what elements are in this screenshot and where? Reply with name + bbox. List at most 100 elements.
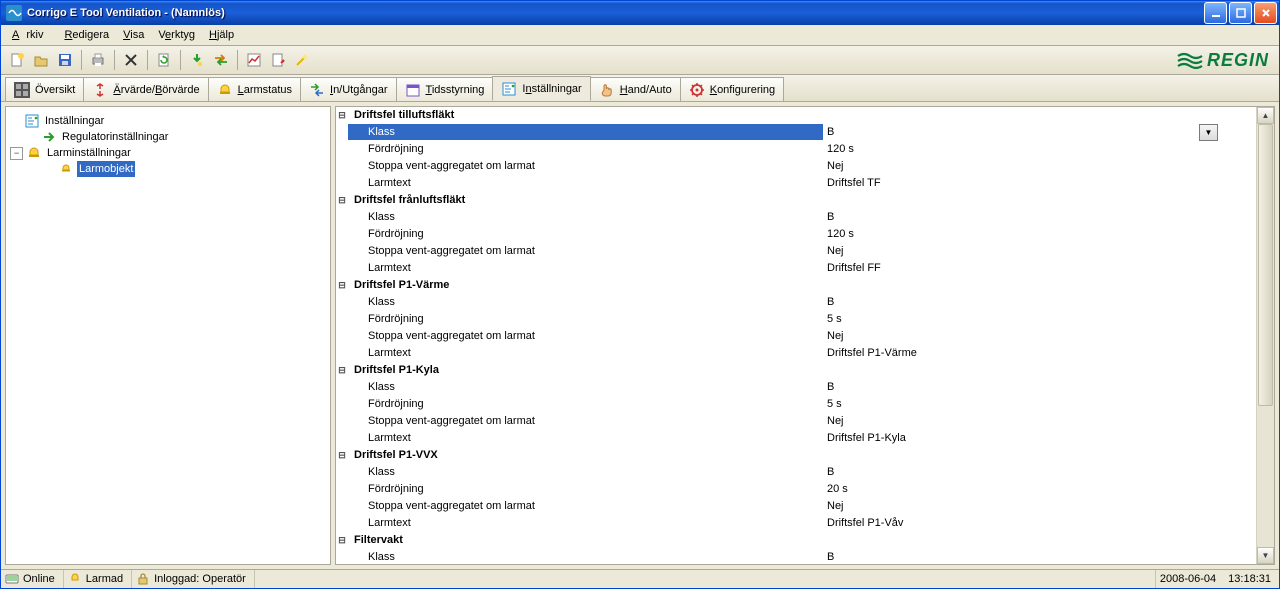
vertical-scrollbar[interactable]: ▲ ▼ — [1256, 107, 1274, 564]
property-value[interactable]: B — [823, 379, 1256, 395]
collapse-icon[interactable]: ⊟ — [336, 277, 348, 293]
property-category[interactable]: ⊟Driftsfel P1-Kyla — [336, 362, 1256, 379]
maximize-button[interactable] — [1229, 2, 1252, 24]
property-value[interactable]: 120 s — [823, 226, 1256, 242]
property-value[interactable]: Nej — [823, 328, 1256, 344]
sync-button[interactable] — [210, 49, 232, 71]
menu-visa[interactable]: Visa — [116, 27, 151, 43]
tab-arborvarde[interactable]: Ärvärde/Börvärde — [83, 77, 208, 101]
wizard-button[interactable] — [291, 49, 313, 71]
delete-button[interactable] — [120, 49, 142, 71]
refresh-button[interactable] — [153, 49, 175, 71]
menu-arkiv[interactable]: Arkiv — [5, 27, 57, 43]
minimize-button[interactable] — [1204, 2, 1227, 24]
collapse-icon[interactable]: ⊟ — [336, 192, 348, 208]
property-value[interactable]: B — [823, 464, 1256, 480]
property-value[interactable]: 120 s — [823, 141, 1256, 157]
download-button[interactable] — [186, 49, 208, 71]
collapse-icon[interactable]: ⊟ — [336, 107, 348, 123]
property-row[interactable]: LarmtextDriftsfel P1-Våv — [336, 515, 1256, 532]
property-value[interactable]: Driftsfel P1-Kyla — [823, 430, 1256, 446]
property-name: Larmtext — [348, 175, 823, 191]
tab-konfigurering[interactable]: Konfigurering — [680, 77, 784, 101]
tab-larmstatus[interactable]: Larmstatus — [208, 77, 301, 101]
property-category[interactable]: ⊟Driftsfel P1-VVX — [336, 447, 1256, 464]
property-row[interactable]: KlassB — [336, 379, 1256, 396]
property-value[interactable]: 20 s — [823, 481, 1256, 497]
tab-tidsstyrning[interactable]: Tidsstyrning — [396, 77, 494, 101]
collapse-icon[interactable]: ⊟ — [336, 532, 348, 548]
arrow-icon — [41, 129, 57, 145]
tree-larminstallningar[interactable]: − Larminställningar — [10, 145, 326, 161]
property-row[interactable]: Fördröjning5 s — [336, 396, 1256, 413]
property-row[interactable]: KlassB — [336, 464, 1256, 481]
scroll-down-button[interactable]: ▼ — [1257, 547, 1274, 564]
menu-hjalp[interactable]: Hjälp — [202, 27, 241, 43]
status-time: 13:18:31 — [1224, 570, 1279, 588]
property-value[interactable]: B — [823, 209, 1256, 225]
property-value[interactable]: B▼ — [823, 124, 1256, 140]
property-row[interactable]: Fördröjning120 s — [336, 226, 1256, 243]
menu-verktyg[interactable]: Verktyg — [151, 27, 202, 43]
property-value[interactable]: Nej — [823, 243, 1256, 259]
tree-root[interactable]: Inställningar — [10, 113, 326, 129]
property-category[interactable]: ⊟Driftsfel P1-Värme — [336, 277, 1256, 294]
save-button[interactable] — [54, 49, 76, 71]
property-value[interactable]: Driftsfel TF — [823, 175, 1256, 191]
collapse-icon[interactable]: ⊟ — [336, 362, 348, 378]
property-category[interactable]: ⊟Driftsfel frånluftsfläkt — [336, 192, 1256, 209]
property-row[interactable]: LarmtextDriftsfel P1-Värme — [336, 345, 1256, 362]
notes-button[interactable] — [267, 49, 289, 71]
property-row[interactable]: LarmtextDriftsfel P1-Kyla — [336, 430, 1256, 447]
tree-regulator[interactable]: Regulatorinställningar — [10, 129, 326, 145]
property-row[interactable]: Fördröjning120 s — [336, 141, 1256, 158]
property-value[interactable]: Nej — [823, 498, 1256, 514]
tab-inutgangar[interactable]: In/Utgångar — [300, 77, 397, 101]
property-row[interactable]: KlassB▼ — [336, 124, 1256, 141]
property-row[interactable]: Stoppa vent-aggregatet om larmatNej — [336, 158, 1256, 175]
collapse-icon[interactable]: − — [10, 147, 23, 160]
scroll-thumb[interactable] — [1258, 124, 1273, 406]
scroll-up-button[interactable]: ▲ — [1257, 107, 1274, 124]
property-value[interactable]: 5 s — [823, 396, 1256, 412]
property-row[interactable]: Fördröjning5 s — [336, 311, 1256, 328]
property-row[interactable]: KlassB — [336, 294, 1256, 311]
property-row[interactable]: Stoppa vent-aggregatet om larmatNej — [336, 498, 1256, 515]
property-row[interactable]: LarmtextDriftsfel TF — [336, 175, 1256, 192]
property-row[interactable]: Stoppa vent-aggregatet om larmatNej — [336, 413, 1256, 430]
tab-oversikt[interactable]: Översikt — [5, 77, 84, 101]
property-value[interactable]: B — [823, 294, 1256, 310]
collapse-icon[interactable]: ⊟ — [336, 447, 348, 463]
chart-button[interactable] — [243, 49, 265, 71]
property-value[interactable]: Driftsfel P1-Våv — [823, 515, 1256, 531]
property-name: Klass — [348, 294, 823, 310]
property-value[interactable]: Nej — [823, 158, 1256, 174]
property-value[interactable]: Driftsfel FF — [823, 260, 1256, 276]
property-value[interactable]: Nej — [823, 413, 1256, 429]
menu-redigera[interactable]: Redigera — [57, 27, 116, 43]
close-button[interactable] — [1254, 2, 1277, 24]
property-value[interactable]: 5 s — [823, 311, 1256, 327]
dropdown-button[interactable]: ▼ — [1199, 124, 1218, 141]
new-button[interactable] — [6, 49, 28, 71]
property-row[interactable]: KlassB — [336, 549, 1256, 564]
property-row[interactable]: Stoppa vent-aggregatet om larmatNej — [336, 243, 1256, 260]
property-category[interactable]: ⊟Filtervakt — [336, 532, 1256, 549]
open-button[interactable] — [30, 49, 52, 71]
bell-small-icon — [58, 161, 74, 177]
property-name: Klass — [348, 464, 823, 480]
property-category[interactable]: ⊟Driftsfel tilluftsfläkt — [336, 107, 1256, 124]
property-grid[interactable]: ⊟Driftsfel tilluftsfläktKlassB▼Fördröjni… — [336, 107, 1256, 564]
tab-handauto[interactable]: Hand/Auto — [590, 77, 681, 101]
print-button[interactable] — [87, 49, 109, 71]
property-value[interactable]: B — [823, 549, 1256, 564]
property-row[interactable]: KlassB — [336, 209, 1256, 226]
brand-logo: REGIN — [1177, 50, 1269, 71]
property-name: Klass — [348, 209, 823, 225]
property-row[interactable]: LarmtextDriftsfel FF — [336, 260, 1256, 277]
tree-larmobjekt[interactable]: Larmobjekt — [10, 161, 326, 177]
tab-installningar[interactable]: Inställningar — [492, 76, 590, 101]
property-row[interactable]: Stoppa vent-aggregatet om larmatNej — [336, 328, 1256, 345]
property-value[interactable]: Driftsfel P1-Värme — [823, 345, 1256, 361]
property-row[interactable]: Fördröjning20 s — [336, 481, 1256, 498]
